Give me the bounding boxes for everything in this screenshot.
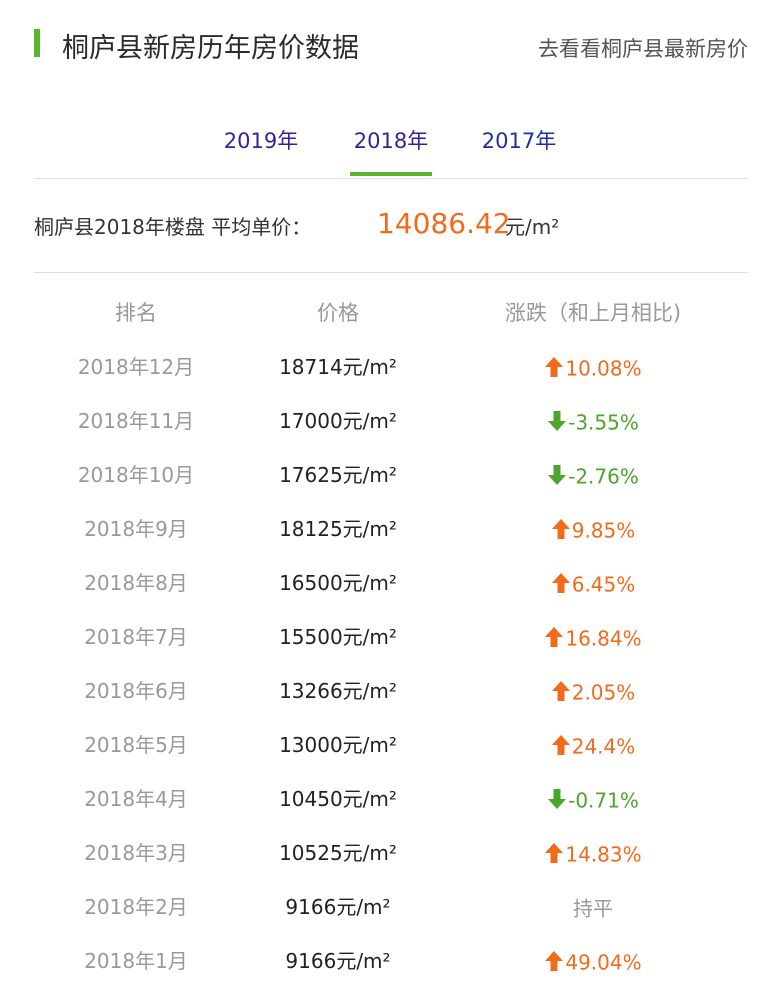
table-row: 2018年8月 16500元/m² 6.45% (34, 556, 748, 610)
column-header-change: 涨跌（和上月相比) (504, 301, 682, 325)
row-month: 2018年2月 (84, 895, 188, 919)
arrow-up-icon (545, 356, 564, 377)
row-month: 2018年9月 (84, 517, 188, 541)
row-change: 14.83% (438, 826, 748, 880)
arrow-up-icon (545, 626, 564, 647)
year-tabs: 2019年 2018年 2017年 (34, 118, 748, 178)
table-row: 2018年9月 18125元/m² 9.85% (34, 502, 748, 556)
arrow-up-icon (545, 842, 564, 863)
row-change: 持平 (438, 880, 748, 934)
table-row: 2018年10月 17625元/m² -2.76% (34, 448, 748, 502)
arrow-down-icon (548, 410, 567, 431)
table-row: 2018年7月 15500元/m² 16.84% (34, 610, 748, 664)
tab-2019[interactable]: 2019年 (223, 129, 299, 153)
row-price: 10450元/m² (279, 787, 397, 811)
table-row: 2018年5月 13000元/m² 24.4% (34, 718, 748, 772)
table-row: 2018年1月 9166元/m² 49.04% (34, 934, 748, 988)
row-change: 10.08% (438, 340, 748, 394)
row-change-value: 16.84% (565, 626, 642, 651)
row-change-value: 14.83% (565, 842, 642, 867)
tab-2018[interactable]: 2018年 (353, 129, 429, 153)
average-price-summary: 桐庐县2018年楼盘 平均单价： 14086.42 元/m² (34, 200, 748, 250)
table-header: 排名 价格 涨跌（和上月相比) (34, 286, 748, 340)
monthly-price-table: 排名 价格 涨跌（和上月相比) 2018年12月 18714元/m² 10.08% 2… (34, 286, 748, 988)
row-price: 17625元/m² (279, 463, 397, 487)
row-change-value: 9.85% (571, 518, 636, 543)
table-body: 2018年12月 18714元/m² 10.08% 2018年11月 17000元/m²… (34, 340, 748, 988)
arrow-down-icon (548, 788, 567, 809)
row-price: 18125元/m² (279, 517, 397, 541)
row-change: -3.55% (438, 394, 748, 448)
row-month: 2018年8月 (84, 571, 188, 595)
arrow-up-icon (545, 950, 564, 971)
arrow-up-icon (551, 680, 570, 701)
arrow-up-icon (551, 572, 570, 593)
row-month: 2018年10月 (77, 463, 195, 487)
row-price: 13000元/m² (279, 733, 397, 757)
tabs-divider (34, 178, 748, 179)
column-header-price: 价格 (317, 301, 359, 325)
row-change: 9.85% (438, 502, 748, 556)
row-price: 10525元/m² (279, 841, 397, 865)
row-price: 17000元/m² (279, 409, 397, 433)
row-change: 6.45% (438, 556, 748, 610)
row-month: 2018年11月 (77, 409, 195, 433)
row-price: 9166元/m² (285, 895, 391, 919)
average-price-label: 桐庐县2018年楼盘 平均单价： (34, 215, 312, 239)
summary-divider (34, 272, 748, 273)
row-change-value: 10.08% (565, 356, 642, 381)
active-tab-indicator (350, 172, 432, 176)
average-price-unit: 元/m² (505, 215, 560, 239)
section-header: 桐庐县新房历年房价数据 去看看桐庐县最新房价 (0, 0, 774, 100)
row-price: 18714元/m² (279, 355, 397, 379)
row-month: 2018年12月 (77, 355, 195, 379)
row-change-value: 49.04% (565, 950, 642, 975)
row-change: -2.76% (438, 448, 748, 502)
row-month: 2018年3月 (84, 841, 188, 865)
title-accent-bar (34, 29, 40, 57)
row-change: 24.4% (438, 718, 748, 772)
row-change-value: 24.4% (571, 734, 636, 759)
table-row: 2018年2月 9166元/m² 持平 (34, 880, 748, 934)
latest-price-link[interactable]: 去看看桐庐县最新房价 (538, 37, 748, 61)
row-change: 16.84% (438, 610, 748, 664)
arrow-up-icon (551, 734, 570, 755)
row-change: 49.04% (438, 934, 748, 988)
row-change-value: 持平 (573, 896, 613, 921)
row-change: 2.05% (438, 664, 748, 718)
row-change-value: 2.05% (571, 680, 636, 705)
row-month: 2018年5月 (84, 733, 188, 757)
table-row: 2018年11月 17000元/m² -3.55% (34, 394, 748, 448)
row-change-value: -2.76% (568, 464, 639, 489)
row-change-value: -3.55% (568, 410, 639, 435)
average-price-value: 14086.42 (377, 207, 511, 240)
row-change-value: -0.71% (568, 788, 639, 813)
row-price: 16500元/m² (279, 571, 397, 595)
row-month: 2018年7月 (84, 625, 188, 649)
row-change-value: 6.45% (571, 572, 636, 597)
tab-2017[interactable]: 2017年 (481, 129, 557, 153)
row-price: 9166元/m² (285, 949, 391, 973)
table-row: 2018年3月 10525元/m² 14.83% (34, 826, 748, 880)
section-title: 桐庐县新房历年房价数据 (62, 33, 359, 64)
column-header-rank: 排名 (115, 301, 157, 325)
table-row: 2018年4月 10450元/m² -0.71% (34, 772, 748, 826)
arrow-down-icon (548, 464, 567, 485)
row-month: 2018年4月 (84, 787, 188, 811)
row-month: 2018年6月 (84, 679, 188, 703)
table-row: 2018年12月 18714元/m² 10.08% (34, 340, 748, 394)
row-month: 2018年1月 (84, 949, 188, 973)
row-price: 13266元/m² (279, 679, 397, 703)
row-price: 15500元/m² (279, 625, 397, 649)
row-change: -0.71% (438, 772, 748, 826)
table-row: 2018年6月 13266元/m² 2.05% (34, 664, 748, 718)
arrow-up-icon (551, 518, 570, 539)
